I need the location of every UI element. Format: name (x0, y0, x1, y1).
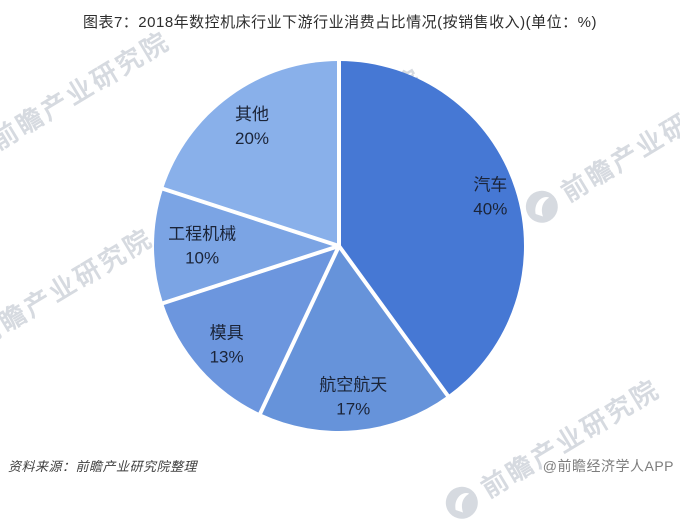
slice-separator (161, 186, 340, 248)
pie-slice-label: 其他 (235, 105, 269, 124)
pie-slice-value: 40% (473, 199, 507, 218)
footer-credit: @前瞻经济学人APP (542, 458, 674, 474)
pie-slice-label: 航空航天 (319, 376, 387, 395)
slice-separator (337, 244, 450, 398)
pie-slice-value: 13% (210, 348, 244, 367)
chart-title: 图表7：2018年数控机床行业下游行业消费占比情况(按销售收入)(单位：%) (82, 14, 598, 31)
pie-slice-label: 模具 (210, 324, 244, 343)
pie-slice-label: 汽车 (473, 175, 507, 194)
pie-chart: 汽车 40% 航空航天 17% 模具 13% 工程机械 10% 其他 20% (154, 60, 524, 431)
pie-slice-value: 17% (336, 400, 370, 419)
pie-slice-航空航天[interactable] (260, 246, 448, 431)
pie-slice-汽车[interactable] (339, 61, 524, 396)
pie-slice-模具[interactable] (163, 246, 339, 414)
pie-slice-value: 20% (235, 129, 269, 148)
pie-slice-工程机械[interactable] (154, 188, 339, 304)
pie-slice-value: 10% (185, 249, 219, 268)
pie-slice-label: 工程机械 (168, 225, 236, 244)
slice-separator (161, 244, 340, 306)
footer-source: 资料来源：前瞻产业研究院整理 (8, 459, 198, 474)
pie-slice-其他[interactable] (163, 61, 339, 246)
slice-separator (257, 245, 341, 416)
